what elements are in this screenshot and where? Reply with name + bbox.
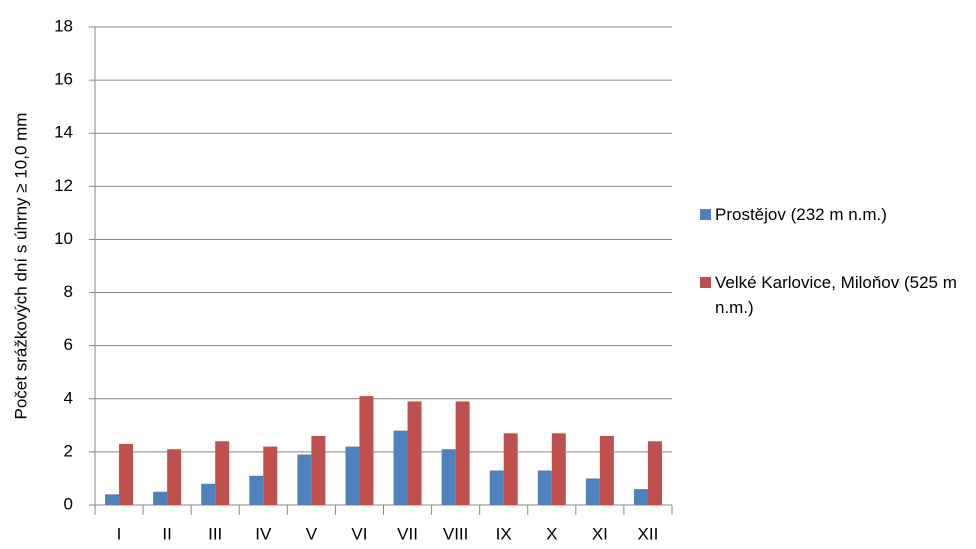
legend-item: Velké Karlovice, Miloňov (525 m n.m.) (700, 270, 970, 320)
bar (489, 470, 504, 505)
bar (503, 433, 518, 505)
bar (105, 494, 120, 505)
x-tick-label: IV (255, 524, 272, 543)
bar (407, 401, 422, 505)
bar (345, 446, 360, 505)
legend-swatch (700, 209, 711, 220)
x-tick-label: I (117, 524, 122, 543)
bar (297, 454, 312, 505)
bar (551, 433, 566, 505)
x-tick-label: VIII (443, 524, 469, 543)
bar (537, 470, 552, 505)
bar (585, 478, 600, 505)
x-tick-label: VI (351, 524, 367, 543)
y-tick-label: 10 (54, 229, 73, 248)
y-tick-label: 18 (54, 16, 73, 35)
legend-item: Prostějov (232 m n.m.) (700, 202, 970, 227)
bar (201, 483, 216, 505)
x-tick-label: III (208, 524, 222, 543)
bar (153, 491, 168, 505)
y-tick-label: 6 (64, 335, 73, 354)
y-tick-label: 16 (54, 70, 73, 89)
legend-label: Prostějov (232 m n.m.) (715, 205, 887, 224)
x-tick-label: V (306, 524, 318, 543)
y-tick-label: 12 (54, 176, 73, 195)
y-tick-label: 4 (64, 388, 73, 407)
x-tick-label: XII (638, 524, 659, 543)
bar (441, 449, 456, 505)
y-tick-label: 8 (64, 282, 73, 301)
bar (359, 396, 374, 505)
bar (455, 401, 470, 505)
bar (647, 441, 662, 505)
y-tick-label: 14 (54, 123, 73, 142)
bar (119, 443, 134, 505)
x-tick-label: XI (592, 524, 608, 543)
y-tick-label: 0 (64, 494, 73, 513)
bar (167, 449, 182, 505)
y-tick-label: 2 (64, 441, 73, 460)
x-tick-label: IX (496, 524, 512, 543)
y-axis-label: Počet srážkových dní s úhrny ≥ 10,0 mm (11, 113, 30, 420)
bar (393, 430, 408, 505)
bar (633, 489, 648, 505)
bar (263, 446, 278, 505)
bar (215, 441, 230, 505)
bar (311, 435, 326, 505)
bar (249, 475, 264, 505)
bar (599, 435, 614, 505)
x-tick-label: II (162, 524, 171, 543)
x-tick-label: X (546, 524, 557, 543)
legend-label: Velké Karlovice, Miloňov (525 m n.m.) (715, 273, 957, 317)
x-tick-label: VII (397, 524, 418, 543)
legend-swatch (700, 277, 711, 288)
